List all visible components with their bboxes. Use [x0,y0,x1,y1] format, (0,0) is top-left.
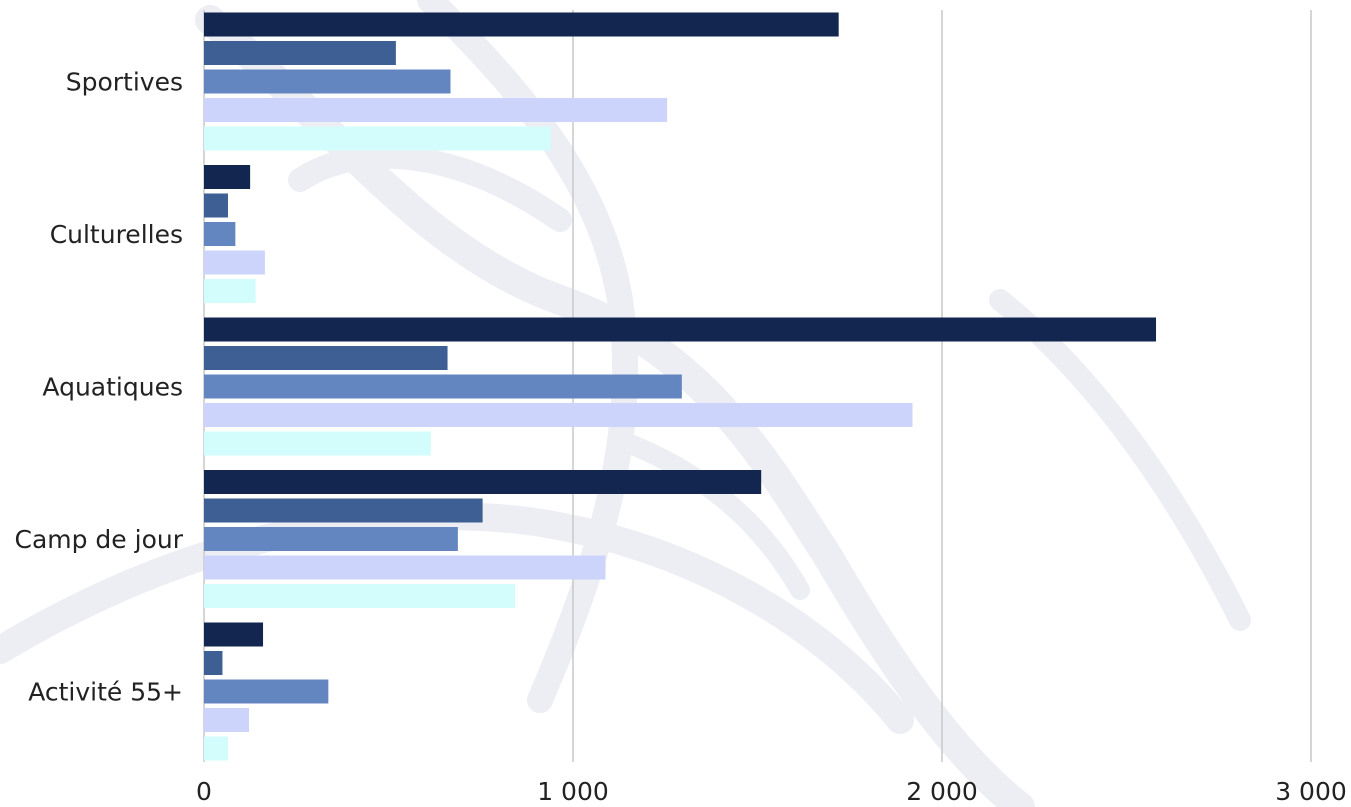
bar [204,403,913,427]
category-label: Activité 55+ [28,677,183,706]
bar [204,222,236,246]
bar [204,374,682,399]
category-label: Sportives [66,67,183,96]
bar [204,250,265,275]
watermark-logo [0,0,1251,807]
bar [204,165,251,189]
bar [204,555,606,580]
bar [204,98,668,122]
bar [204,346,448,370]
bar [204,193,228,218]
category-label: Culturelles [50,220,183,249]
bar [204,651,223,675]
bar [204,622,264,647]
category-label: Camp de jour [14,525,183,554]
bar [204,679,329,704]
x-tick-label: 2 000 [906,777,978,806]
bar [204,41,396,65]
bar [204,736,228,761]
bar [204,498,483,523]
bar [204,431,431,456]
bar [204,317,1157,342]
x-tick-label: 3 000 [1275,777,1347,806]
bar [204,470,762,494]
bar [204,126,551,151]
bar [204,279,256,303]
x-tick-label: 1 000 [537,777,609,806]
x-tick-label: 0 [196,777,212,806]
bar [204,584,516,608]
category-label: Aquatiques [42,372,183,401]
bar [204,12,839,37]
bar [204,69,451,94]
bar [204,708,250,732]
bar [204,527,458,551]
